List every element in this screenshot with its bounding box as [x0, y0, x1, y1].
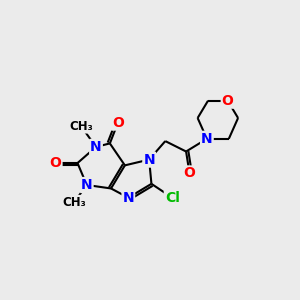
- Text: O: O: [222, 94, 234, 108]
- Text: N: N: [201, 132, 213, 146]
- Text: O: O: [112, 116, 124, 130]
- Text: O: O: [50, 156, 61, 170]
- Text: O: O: [184, 167, 196, 180]
- Text: N: N: [81, 178, 93, 192]
- Text: N: N: [143, 153, 155, 166]
- Text: Cl: Cl: [165, 191, 180, 205]
- Text: CH₃: CH₃: [69, 120, 93, 133]
- Text: N: N: [90, 140, 102, 154]
- Text: N: N: [122, 191, 134, 205]
- Text: CH₃: CH₃: [62, 196, 86, 209]
